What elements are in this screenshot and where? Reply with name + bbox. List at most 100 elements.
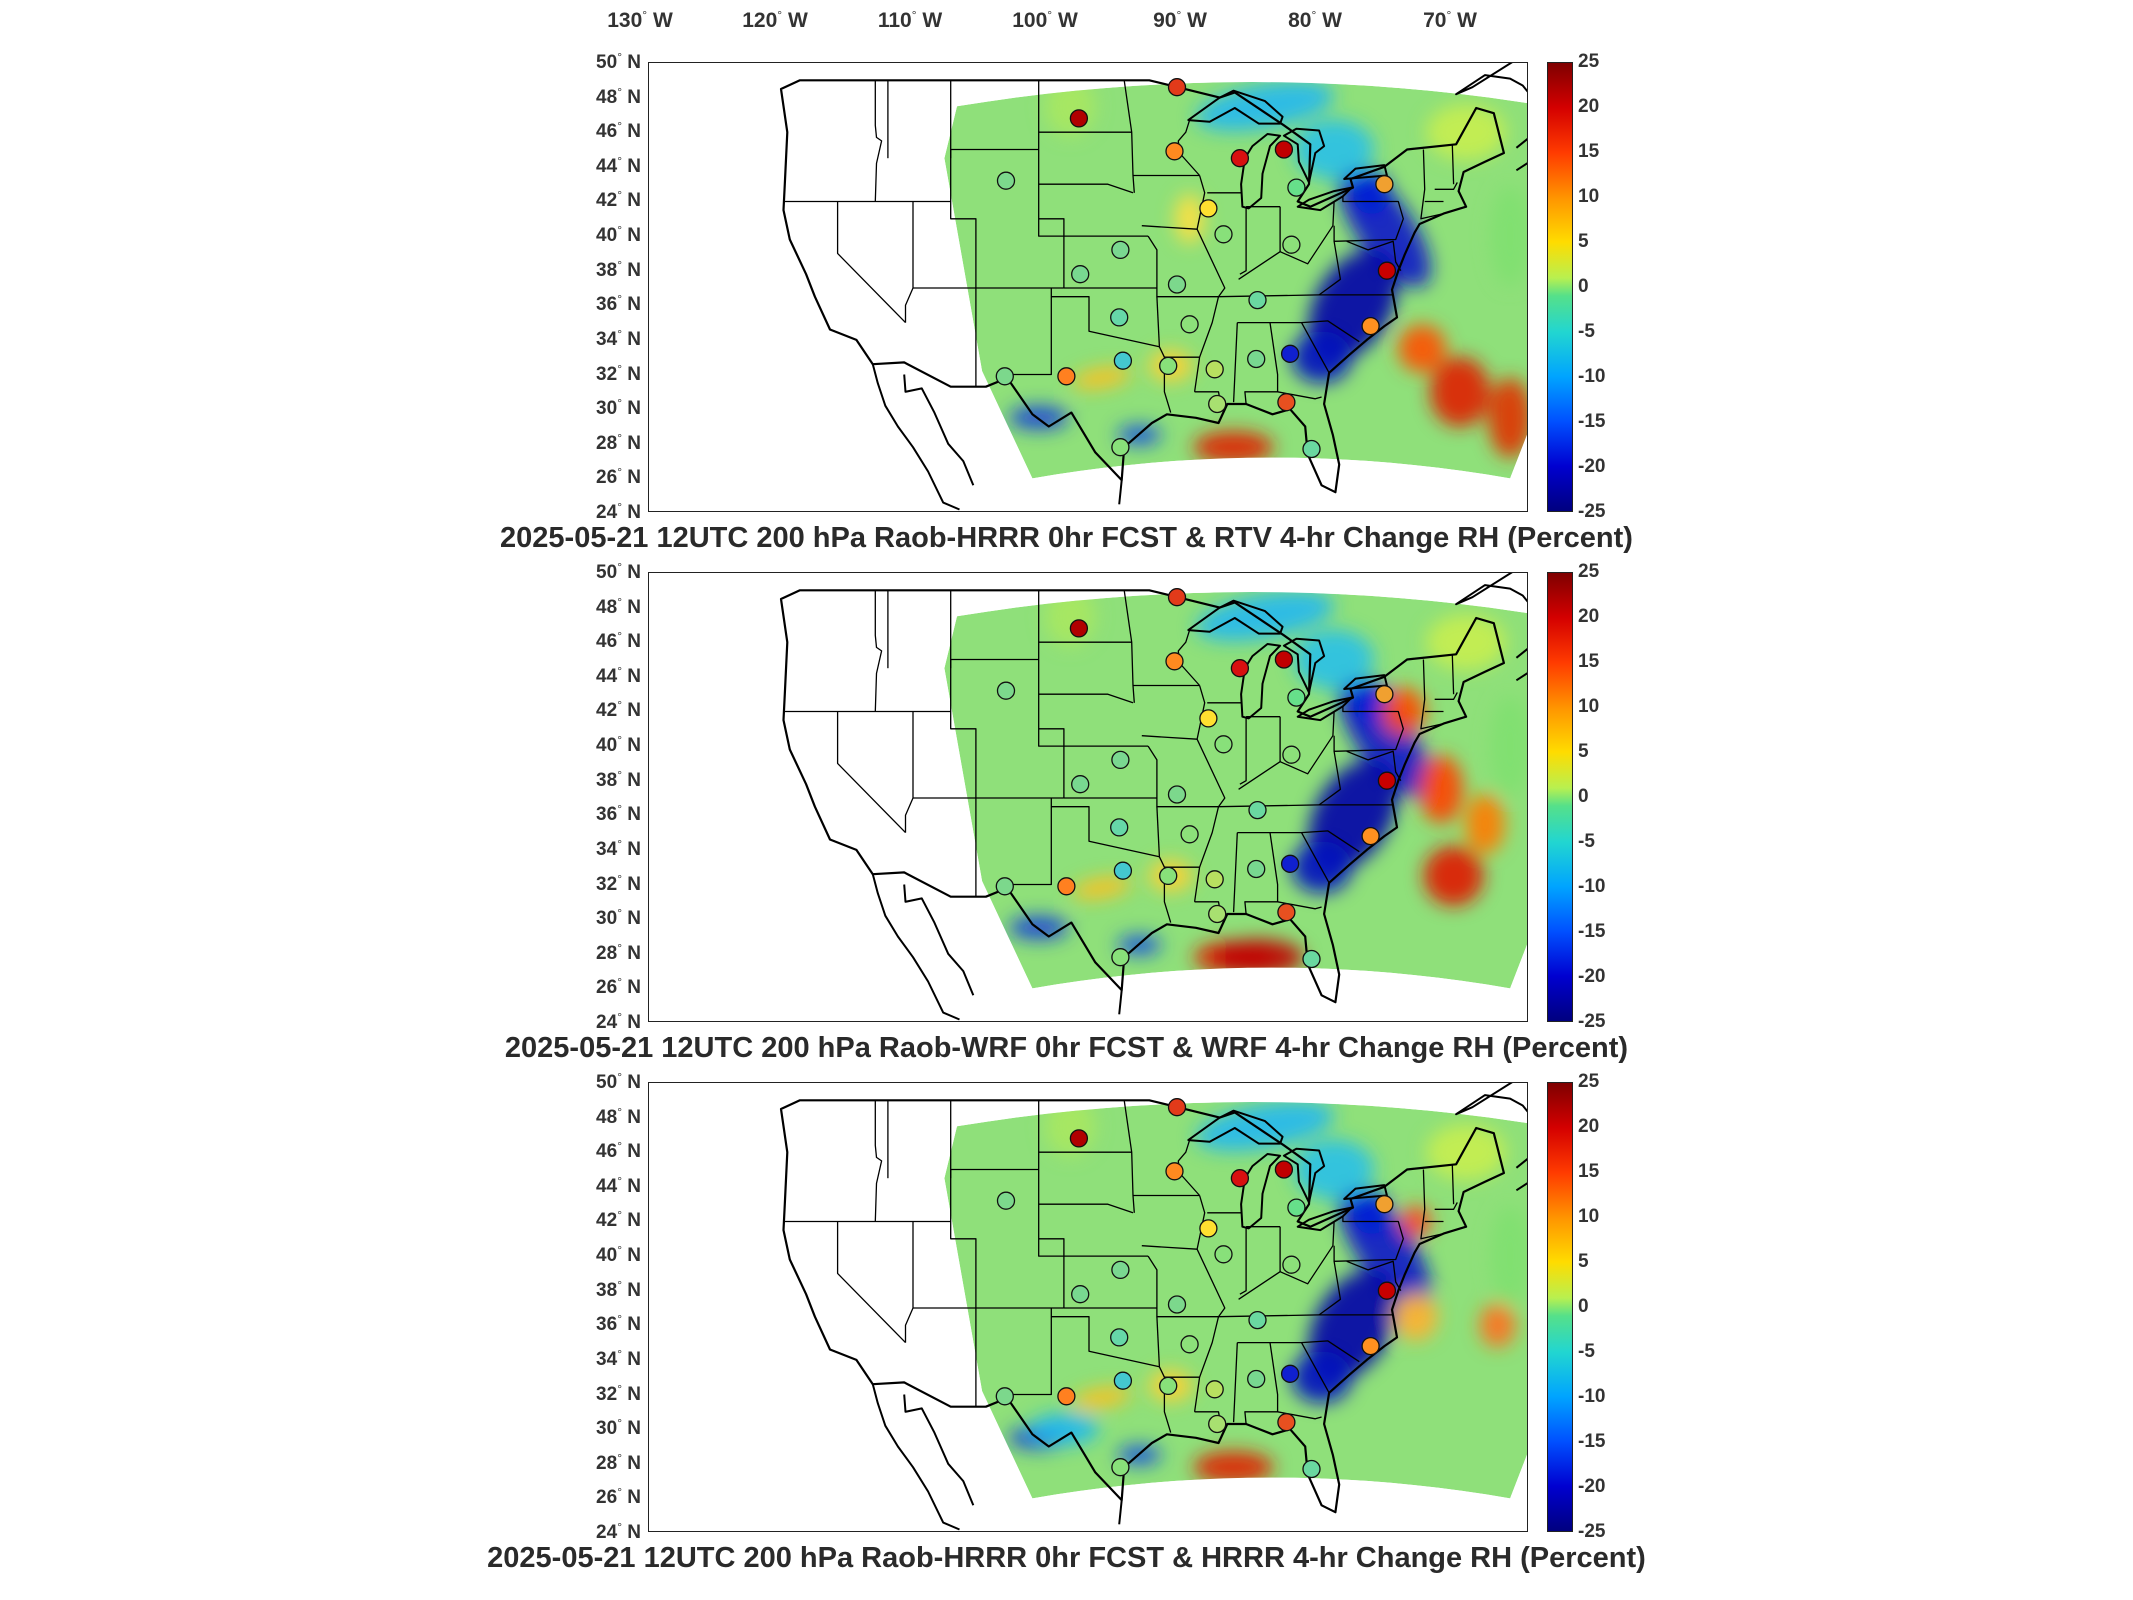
state-boundary: [1158, 856, 1172, 923]
raob-station-marker: [1280, 344, 1300, 363]
state-boundary: [1147, 1255, 1219, 1318]
lon-label-90: 90° W: [1153, 8, 1207, 32]
state-boundary: [1006, 288, 1052, 376]
great-lake-outline: [1296, 696, 1353, 722]
state-boundary: [1318, 1261, 1342, 1316]
raob-station-marker: [1111, 1458, 1130, 1477]
state-boundary: [1158, 346, 1172, 413]
state-boundary: [1177, 629, 1201, 686]
raob-station-marker: [1113, 861, 1133, 880]
raob-station-marker: [1287, 688, 1306, 707]
raob-station-marker: [1069, 619, 1089, 638]
lat-label-24: 24° N: [596, 1519, 641, 1544]
state-boundary: [1038, 218, 1149, 237]
raob-station-marker: [1159, 1376, 1178, 1396]
lat-label-34: 34° N: [596, 836, 641, 861]
great-lake-outline: [1343, 164, 1388, 180]
raob-station-marker: [1361, 316, 1380, 336]
state-boundary: [1420, 1169, 1444, 1240]
state-boundary: [1156, 296, 1161, 347]
state-boundary: [1123, 590, 1135, 703]
lat-label-30: 30° N: [596, 1415, 641, 1440]
raob-station-marker: [1287, 1198, 1306, 1217]
rh-anomaly: [1291, 331, 1352, 384]
state-boundary: [1177, 119, 1201, 176]
state-boundary: [1158, 1366, 1172, 1433]
lat-label-28: 28° N: [596, 430, 641, 454]
raob-station-marker: [1377, 771, 1397, 790]
state-boundary: [1038, 590, 1065, 798]
state-boundary: [1038, 1238, 1149, 1257]
great-lake-outline: [1282, 127, 1326, 184]
state-boundary: [1147, 235, 1219, 298]
colorbar-tick-label: 25: [1578, 51, 1600, 72]
raob-station-marker: [1205, 1380, 1224, 1399]
rh-anomaly: [1465, 793, 1505, 854]
raob-station-marker: [1167, 1295, 1187, 1314]
raob-station-marker: [1205, 360, 1224, 379]
state-boundary: [1177, 1139, 1201, 1196]
colorbar-tick-label: 10: [1578, 186, 1600, 207]
state-boundary: [1141, 735, 1198, 740]
raob-station-marker: [995, 1387, 1014, 1406]
coastline: [1455, 1083, 1527, 1169]
lat-label-38: 38° N: [596, 1277, 641, 1301]
panel-title: 2025-05-21 12UTC 200 hPa Raob-HRRR 0hr F…: [500, 522, 1633, 554]
colorbar: [1547, 1082, 1573, 1532]
raob-station-marker: [1199, 709, 1218, 728]
raob-station-marker: [1165, 1162, 1184, 1181]
raob-station-marker: [1248, 290, 1267, 310]
lat-label-24: 24° N: [596, 1009, 641, 1034]
colorbar: [1547, 572, 1573, 1022]
great-lake-outline: [1240, 643, 1282, 720]
raob-station-marker: [1302, 949, 1321, 969]
coastline: [871, 873, 960, 1021]
lat-label-34: 34° N: [596, 326, 641, 351]
colorbar-tick-label: 15: [1578, 1161, 1600, 1182]
state-boundary: [1300, 1342, 1330, 1394]
state-boundary: [1238, 201, 1335, 280]
state-boundary: [1300, 832, 1330, 884]
raob-station-marker: [1375, 1195, 1394, 1214]
raob-station-marker: [1274, 650, 1294, 669]
raob-station-marker: [1214, 225, 1233, 244]
state-boundary: [1300, 322, 1330, 374]
coastline: [1455, 573, 1527, 659]
state-boundary: [1318, 241, 1342, 296]
lon-label-110: 110° W: [877, 8, 943, 32]
rh-anomaly: [1423, 845, 1484, 906]
state-boundary: [1451, 654, 1455, 695]
lat-label-26: 26° N: [596, 975, 641, 999]
lon-label-120: 120° W: [742, 8, 808, 32]
lat-label-26: 26° N: [596, 465, 641, 489]
raob-station-marker: [995, 877, 1014, 896]
raob-station-marker: [1248, 800, 1267, 820]
colorbar-tick-label: -20: [1578, 966, 1606, 987]
rh-anomaly: [1393, 1292, 1438, 1341]
raob-station-marker: [1377, 261, 1397, 280]
map-frame: [648, 1082, 1528, 1532]
lat-label-26: 26° N: [596, 1485, 641, 1509]
state-boundary: [1239, 716, 1247, 785]
raob-station-marker: [1111, 1260, 1130, 1280]
rh-change-field: [944, 592, 1527, 989]
latitude-axis: 50° N 48° N 46° N 44° N 42° N 40° N 38° N 36° N…: [560, 560, 645, 1033]
rh-anomaly: [1294, 1139, 1375, 1200]
coastline: [1118, 989, 1123, 1015]
colorbar-tick-label: -25: [1578, 1011, 1606, 1032]
rh-anomaly: [1174, 193, 1205, 244]
latitude-axis: 50° N 48° N 46° N 44° N 42° N 40° N 38° N 36° N…: [560, 50, 645, 523]
raob-station-marker: [1230, 1169, 1250, 1188]
raob-station-marker: [1274, 1160, 1294, 1179]
raob-station-marker: [1110, 308, 1129, 327]
rh-anomaly: [1045, 1102, 1096, 1157]
colorbar-tick-label: 0: [1578, 276, 1589, 297]
lat-label-36: 36° N: [596, 1312, 641, 1336]
rh-anomaly: [1398, 324, 1447, 373]
lat-label-46: 46° N: [596, 1139, 641, 1163]
raob-station-marker: [1180, 315, 1199, 334]
state-boundary: [1434, 182, 1458, 190]
coastline: [903, 884, 975, 996]
colorbar-tick-label: 20: [1578, 96, 1600, 117]
raob-station-marker: [1277, 903, 1296, 922]
